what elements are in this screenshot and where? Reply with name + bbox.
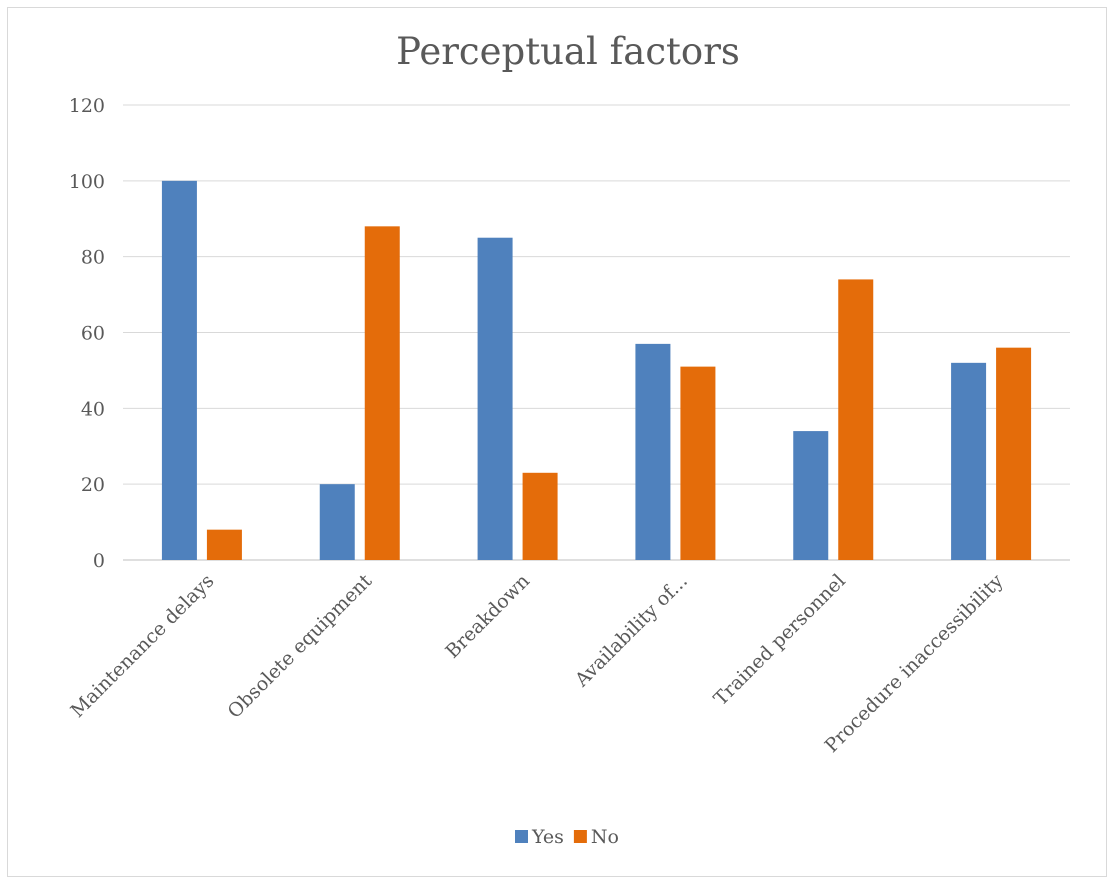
y-tick-label: 120 xyxy=(69,95,105,117)
x-tick-label: Procedure inaccessibility xyxy=(821,570,1008,757)
bar-no xyxy=(522,472,558,560)
legend-swatch xyxy=(573,830,587,843)
bar-no xyxy=(838,279,874,560)
bar-no xyxy=(206,529,242,560)
bars xyxy=(161,180,1032,561)
bar-chart: Perceptual factors 0 20 40 60 80 100 120 Maint… xyxy=(66,30,1070,848)
y-axis-ticks: 0 20 40 60 80 100 120 xyxy=(69,95,105,572)
y-tick-label: 100 xyxy=(69,171,105,193)
y-tick-label: 80 xyxy=(81,247,105,269)
x-tick-label: Obsolete equipment xyxy=(223,570,376,723)
y-tick-label: 40 xyxy=(81,398,105,420)
y-tick-label: 20 xyxy=(81,474,105,496)
y-tick-label: 60 xyxy=(81,323,105,345)
chart-title: Perceptual factors xyxy=(396,30,740,73)
x-tick-label: Breakdown xyxy=(441,570,534,663)
bar-yes xyxy=(161,180,197,561)
bar-yes xyxy=(319,484,355,560)
bar-no xyxy=(680,366,716,560)
gridlines xyxy=(123,104,1070,561)
bar-yes xyxy=(951,362,987,560)
bar-yes xyxy=(477,237,513,561)
x-tick-label: Availability of... xyxy=(570,570,692,692)
x-axis-ticks: Maintenance delays Obsolete equipment Brea… xyxy=(66,570,1007,757)
x-tick-label: Maintenance delays xyxy=(66,570,218,722)
legend: Yes No xyxy=(515,826,619,848)
x-tick-label: Trained personnel xyxy=(710,570,850,710)
bar-yes xyxy=(635,343,671,560)
bar-no xyxy=(996,347,1032,560)
legend-label: No xyxy=(591,826,619,848)
legend-label: Yes xyxy=(531,826,564,848)
y-tick-label: 0 xyxy=(93,550,105,572)
chart-area: Perceptual factors 0 20 40 60 80 100 120 Maint… xyxy=(7,7,1107,877)
legend-swatch xyxy=(515,830,528,843)
bar-yes xyxy=(793,431,829,560)
bar-no xyxy=(364,226,400,561)
